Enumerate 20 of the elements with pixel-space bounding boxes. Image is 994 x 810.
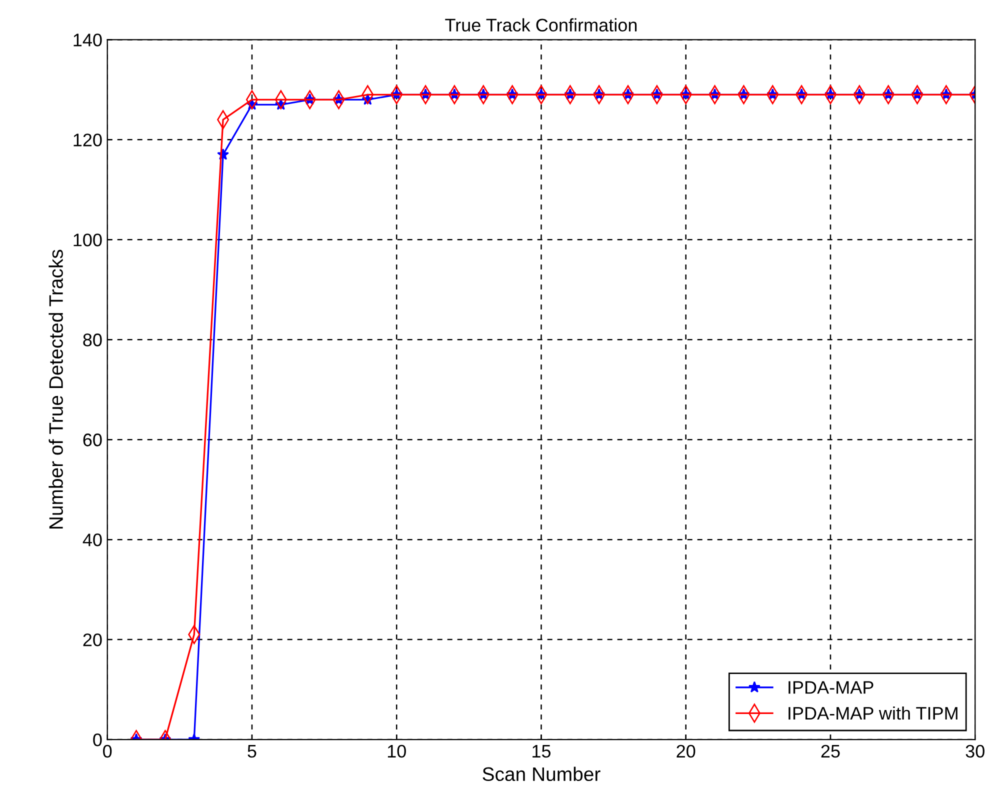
x-tick-label: 0: [103, 744, 112, 758]
y-tick-label: 60: [83, 434, 102, 446]
y-axis-title: Number of True Detected Tracks: [48, 250, 63, 528]
x-tick-label: 5: [248, 745, 256, 758]
chart-title: True Track Confirmation: [445, 18, 637, 32]
y-tick-label: 20: [83, 633, 102, 646]
y-tick-label: 80: [83, 334, 102, 346]
y-tick-label: 100: [74, 234, 102, 246]
x-tick-label: 25: [821, 744, 840, 758]
y-tick-label: 120: [74, 134, 102, 146]
x-tick-label: 15: [532, 745, 551, 758]
x-tick-label: 30: [966, 744, 984, 758]
y-tick-label: 0: [93, 733, 102, 746]
y-tick-label: 40: [82, 534, 102, 546]
legend-label: IPDA-MAP: [788, 681, 874, 694]
legend-label: IPDA-MAP with TIPM: [788, 706, 958, 720]
x-tick-label: 10: [388, 744, 406, 758]
y-tick-label: 140: [74, 34, 102, 46]
x-tick-label: 20: [676, 744, 696, 758]
x-axis-title: Scan Number: [482, 766, 600, 782]
